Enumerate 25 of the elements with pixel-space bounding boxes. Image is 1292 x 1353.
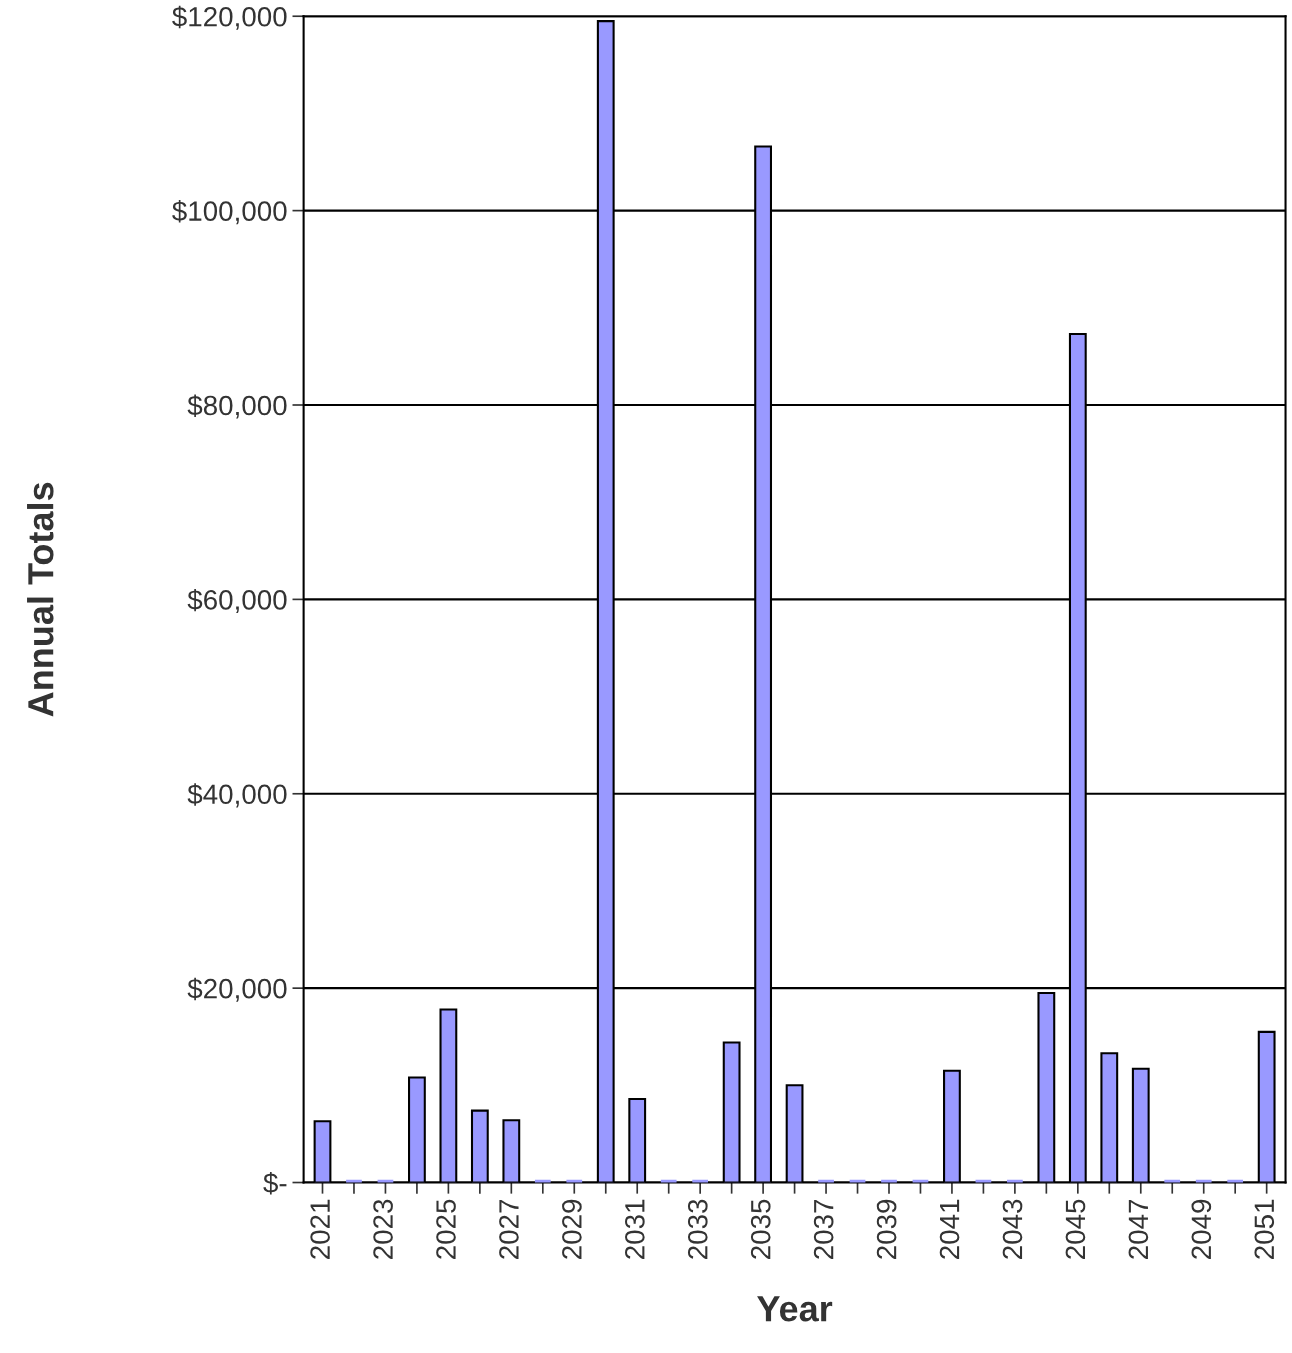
y-tick-label: $100,000	[172, 200, 287, 225]
x-tick-label: 2045	[1065, 1199, 1086, 1259]
x-tick-label: 2035	[750, 1199, 771, 1259]
x-tick-label: 2033	[687, 1199, 708, 1259]
x-tick-label: 2051	[1254, 1199, 1275, 1259]
y-tick-label: $80,000	[187, 394, 287, 419]
x-tick-label: 2031	[625, 1199, 645, 1259]
x-tick-label: 2027	[499, 1199, 519, 1259]
x-tick-label: 2043	[1002, 1199, 1023, 1259]
y-tick-label: $40,000	[187, 783, 287, 808]
x-tick-label: 2041	[939, 1199, 960, 1259]
x-tick-label: 2037	[813, 1199, 834, 1259]
y-tick-label: $-	[263, 1172, 287, 1195]
x-axis-title: Year	[757, 1296, 833, 1322]
y-tick-label: $120,000	[172, 5, 287, 30]
x-tick-label: 2029	[562, 1199, 582, 1259]
x-tick-label: 2025	[436, 1199, 456, 1259]
x-tick-label: 2039	[876, 1199, 897, 1259]
x-tick-label: 2023	[373, 1199, 393, 1259]
y-axis-title: Annual Totals	[27, 482, 54, 717]
x-tick-label: 2049	[1191, 1199, 1212, 1259]
x-tick-label: 2047	[1128, 1199, 1149, 1259]
y-tick-label: $20,000	[187, 977, 287, 1002]
y-tick-label: $60,000	[187, 588, 287, 613]
x-tick-label: 2021	[310, 1199, 330, 1259]
